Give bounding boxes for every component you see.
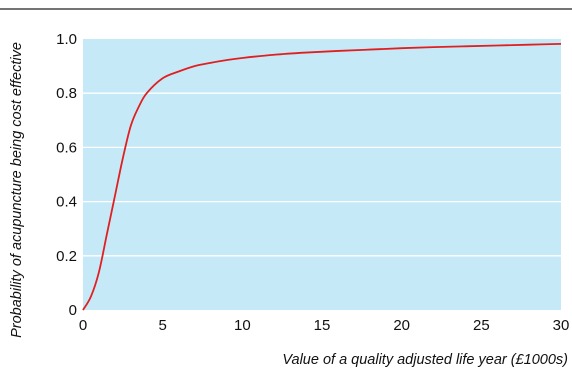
data-lines: [82, 42, 562, 311]
plot-area: [83, 39, 561, 310]
y-tick-label-1: 0.2: [56, 248, 77, 265]
y-tick-label-2: 0.4: [56, 194, 77, 211]
y-axis-title: Probability of acupuncture being cost ef…: [9, 42, 25, 338]
y-tick-labels: 0 0.2 0.4 0.6 0.8 1.0: [56, 31, 77, 319]
x-tick-label-4: 20: [393, 317, 410, 334]
x-tick-label-5: 25: [473, 317, 490, 334]
x-tick-label-6: 30: [553, 317, 570, 334]
y-tick-label-3: 0.6: [56, 139, 77, 156]
x-tick-label-1: 5: [158, 317, 166, 334]
y-tick-label-4: 0.8: [56, 85, 77, 102]
x-tick-label-3: 15: [314, 317, 331, 334]
x-tick-label-2: 10: [234, 317, 251, 334]
series-line-0: [82, 42, 562, 311]
x-tick-labels: 0 5 10 15 20 25 30: [79, 317, 570, 334]
x-axis-title: Value of a quality adjusted life year (£…: [282, 352, 568, 368]
y-tick-label-0: 0: [69, 302, 77, 319]
gridlines: [83, 92, 561, 257]
x-tick-label-0: 0: [79, 317, 87, 334]
y-tick-label-5: 1.0: [56, 31, 77, 48]
